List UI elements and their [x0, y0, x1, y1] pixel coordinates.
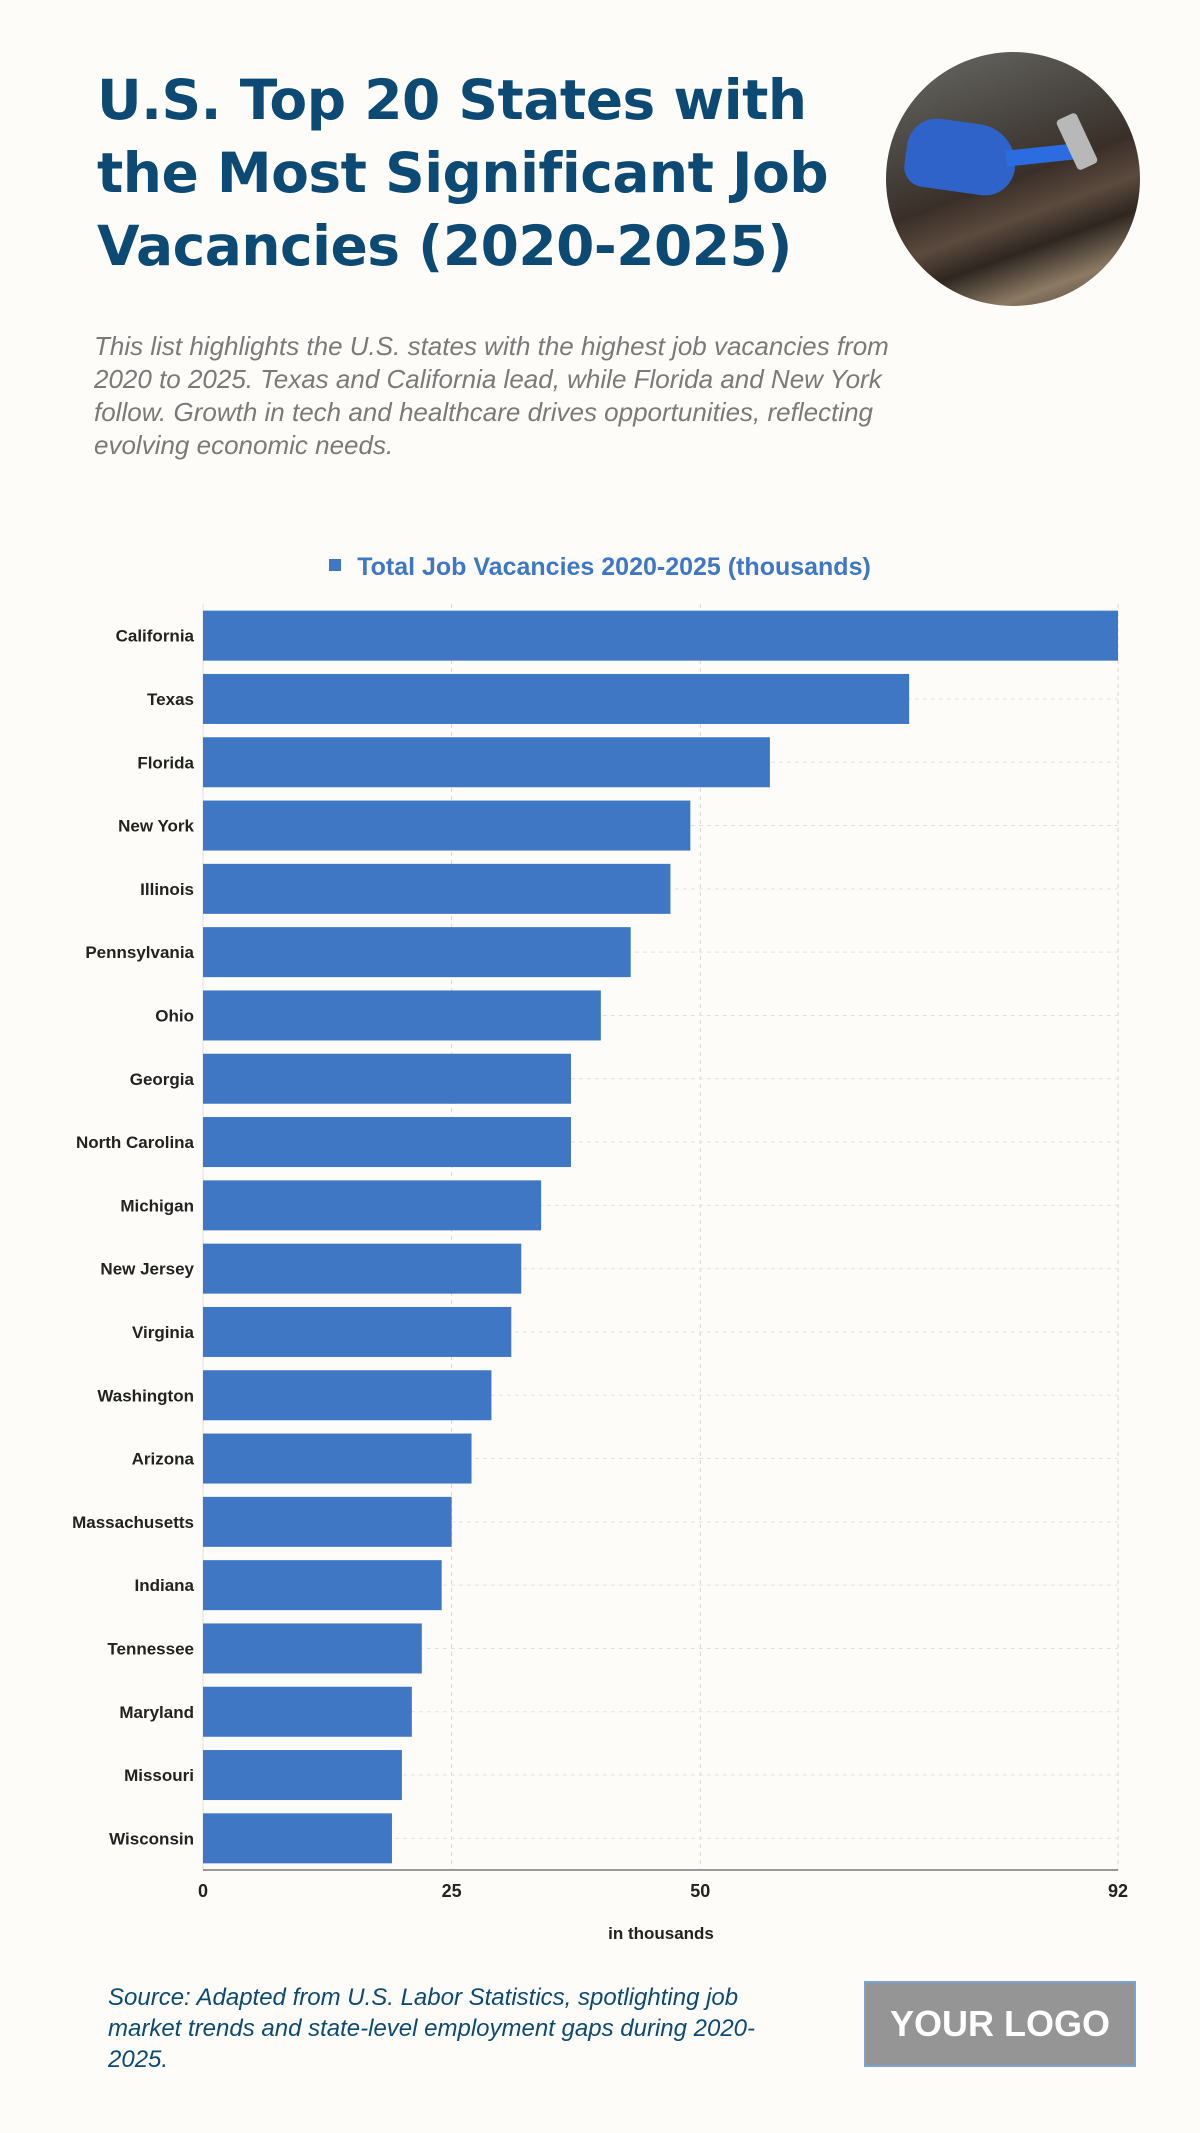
category-label: North Carolina: [76, 1133, 195, 1152]
x-tick-label: 50: [690, 1881, 710, 1901]
bar-washington: [203, 1370, 492, 1421]
bar-california: [203, 610, 1118, 661]
category-label: Maryland: [119, 1703, 194, 1722]
bar-virginia: [203, 1306, 512, 1357]
category-label: Wisconsin: [109, 1829, 194, 1848]
category-label: Massachusetts: [72, 1513, 194, 1532]
legend-swatch: [329, 559, 342, 572]
bar-ohio: [203, 990, 601, 1041]
x-tick-label: 0: [198, 1881, 208, 1901]
bar-pennsylvania: [203, 927, 631, 978]
page-title: U.S. Top 20 States with the Most Signifi…: [97, 68, 829, 278]
bar-chart: California Texas Florida New York Illinois Pe…: [72, 604, 1128, 1943]
bar-massachusetts: [203, 1496, 452, 1547]
source-note: Source: Adapted from U.S. Labor Statisti…: [108, 1984, 756, 2073]
bar-georgia: [203, 1053, 571, 1104]
category-label: New Jersey: [100, 1260, 194, 1279]
category-label: Florida: [137, 753, 194, 772]
category-label: Texas: [147, 690, 194, 709]
bar-indiana: [203, 1560, 442, 1611]
bar-north-carolina: [203, 1117, 571, 1168]
legend-label: Total Job Vacancies 2020-2025 (thousands…: [357, 553, 871, 581]
category-label: Ohio: [155, 1006, 194, 1025]
category-label: Indiana: [134, 1576, 194, 1595]
page-subtitle: This list highlights the U.S. states wit…: [94, 331, 889, 460]
category-label: Illinois: [140, 880, 194, 899]
bar-arizona: [203, 1433, 472, 1484]
category-label: New York: [118, 817, 194, 836]
category-label: Tennessee: [107, 1639, 194, 1658]
category-label: Arizona: [132, 1450, 195, 1469]
bar-illinois: [203, 863, 671, 914]
x-tick-label: 25: [442, 1881, 462, 1901]
chart-legend: Total Job Vacancies 2020-2025 (thousands…: [0, 553, 1200, 582]
category-label: Virginia: [132, 1323, 195, 1342]
x-axis-title: in thousands: [608, 1924, 714, 1943]
bar-wisconsin: [203, 1813, 392, 1864]
bar-texas: [203, 673, 910, 724]
bar-new-jersey: [203, 1243, 522, 1294]
category-label: Washington: [97, 1386, 194, 1405]
worker-with-hammer-photo: [886, 52, 1140, 306]
category-label: Pennsylvania: [85, 943, 194, 962]
category-label: California: [116, 627, 195, 646]
bar-tennessee: [203, 1623, 422, 1674]
category-label: Georgia: [130, 1070, 195, 1089]
bar-missouri: [203, 1750, 402, 1801]
category-label: Missouri: [124, 1766, 194, 1785]
logo-placeholder: YOUR LOGO: [864, 1981, 1136, 2067]
bar-michigan: [203, 1180, 542, 1231]
x-tick-label: 92: [1108, 1881, 1128, 1901]
bar-florida: [203, 737, 770, 788]
category-label: Michigan: [120, 1196, 194, 1215]
bar-maryland: [203, 1686, 412, 1737]
bar-new-york: [203, 800, 691, 851]
